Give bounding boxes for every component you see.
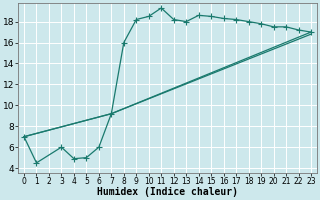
X-axis label: Humidex (Indice chaleur): Humidex (Indice chaleur) [97,187,238,197]
